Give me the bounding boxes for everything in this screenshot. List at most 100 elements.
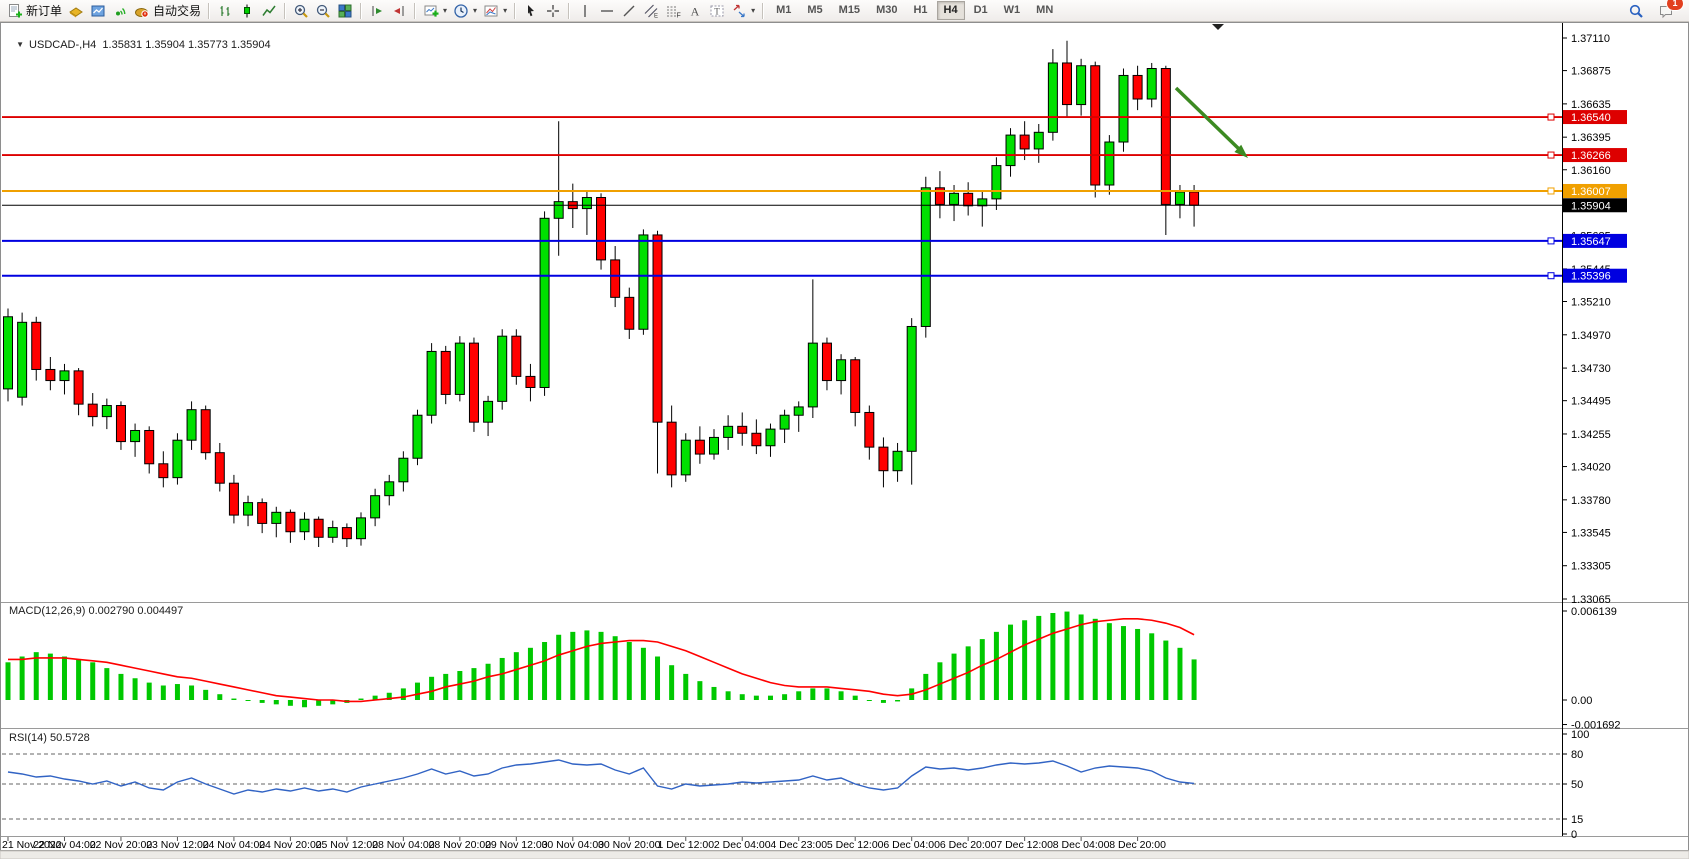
level-handle[interactable]	[1547, 272, 1555, 280]
timeframe-button-mn[interactable]: MN	[1036, 4, 1054, 16]
data-window-button[interactable]	[87, 1, 109, 21]
macd-histogram-bar	[683, 673, 689, 700]
bull-candle	[497, 335, 508, 402]
macd-histogram-bar	[19, 656, 25, 700]
market-watch-button[interactable]	[65, 1, 87, 21]
timeframe-button-m15[interactable]: M15	[838, 4, 861, 16]
timeframe-button-m1[interactable]: M1	[776, 4, 792, 16]
signals-button[interactable]	[109, 1, 131, 21]
macd-histogram-bar	[810, 688, 816, 700]
bear-candle	[341, 527, 352, 540]
dropdown-caret-icon[interactable]: ▾	[751, 6, 756, 15]
toolbar-right-group: 1	[1625, 0, 1685, 21]
periods-button[interactable]: ▾	[450, 1, 480, 21]
zoom-out-button[interactable]	[312, 1, 334, 21]
bear-candle	[1132, 74, 1143, 100]
equidistant-channel-button[interactable]: E	[640, 1, 662, 21]
vertical-line-button[interactable]	[574, 1, 596, 21]
price-tick-label: 1.33780	[1571, 495, 1611, 507]
text-label-button[interactable]: T	[706, 1, 728, 21]
text-button[interactable]: A	[684, 1, 706, 21]
level-handle[interactable]	[1547, 187, 1555, 195]
bull-candle	[59, 370, 70, 382]
bull-candle	[356, 517, 366, 540]
macd-histogram-bar	[655, 656, 661, 700]
auto-scroll-button[interactable]	[366, 1, 388, 21]
macd-histogram-bar	[231, 698, 237, 700]
bull-candle	[1047, 62, 1058, 133]
timeframe-button-m30[interactable]: M30	[876, 4, 898, 16]
rsi-axis-label: 0	[1571, 829, 1577, 841]
dropdown-caret-icon[interactable]: ▾	[503, 6, 508, 15]
bull-candle	[991, 165, 1002, 200]
level-handle[interactable]	[1547, 151, 1555, 159]
autotrading-button[interactable]: 自动交易	[131, 1, 204, 21]
time-axis-label: 21 Nov 2022	[2, 839, 62, 851]
arrows-button[interactable]: ▾	[728, 1, 758, 21]
macd-histogram-bar	[1163, 640, 1169, 700]
timeframe-button-m5[interactable]: M5	[807, 4, 823, 16]
level-handle[interactable]	[1547, 237, 1555, 245]
zoom-in-button[interactable]	[290, 1, 312, 21]
chat-button[interactable]: 1	[1655, 0, 1684, 21]
new-chart-button[interactable]: ▾	[420, 1, 450, 21]
macd-axis-label: -0.001692	[1571, 720, 1621, 732]
bull-candle	[17, 321, 28, 398]
bear-candle	[610, 259, 621, 298]
templates-button[interactable]: ▾	[480, 1, 510, 21]
macd-histogram-bar	[146, 682, 152, 700]
bear-candle	[821, 342, 832, 382]
time-axis-label: 30 Nov 20:00	[598, 839, 661, 851]
bull-candle	[3, 316, 13, 390]
price-tick-label: 1.33065	[1571, 594, 1611, 606]
chart-plot-area[interactable]	[2, 24, 1562, 603]
bull-candle	[765, 428, 776, 447]
timeframe-button-d1[interactable]: D1	[973, 4, 988, 16]
trend-arrow-line[interactable]	[1174, 86, 1241, 151]
bull-candle	[172, 439, 183, 479]
dropdown-caret-icon[interactable]: ▾	[443, 6, 448, 15]
bar-chart-button[interactable]	[214, 1, 236, 21]
dropdown-caret-icon[interactable]: ▾	[473, 6, 478, 15]
zoom-in-icon	[294, 4, 308, 18]
macd-histogram-bar	[697, 681, 703, 700]
price-tick-label: 1.33305	[1571, 561, 1611, 573]
bear-candle	[45, 368, 56, 382]
toolbar-separator	[414, 2, 417, 19]
search-button[interactable]	[1625, 1, 1647, 21]
macd-histogram-bar	[1177, 647, 1183, 700]
candlestick-chart-button[interactable]	[236, 1, 258, 21]
bull-candle	[186, 409, 197, 441]
price-badge-1.35396	[1563, 268, 1627, 283]
timeframe-button-h1[interactable]: H1	[913, 4, 928, 16]
bull-candle	[793, 406, 804, 416]
chart-menu-icon[interactable]: ▼	[16, 40, 25, 49]
macd-histogram-bar	[542, 642, 548, 700]
macd-histogram-bar	[457, 671, 463, 700]
time-axis-label: 8 Dec 20:00	[1109, 839, 1166, 851]
cursor-button[interactable]	[520, 1, 542, 21]
bull-candle	[977, 198, 988, 207]
horizontal-line-button[interactable]	[596, 1, 618, 21]
price-tick-label: 1.34495	[1571, 396, 1611, 408]
horizontal-line-icon	[601, 9, 614, 12]
chart-shift-marker[interactable]	[1212, 24, 1224, 30]
crosshair-button[interactable]	[542, 1, 564, 21]
line-chart-button[interactable]	[258, 1, 280, 21]
timeframe-button-w1[interactable]: W1	[1003, 4, 1021, 16]
timeframe-button-h4[interactable]: H4	[936, 1, 965, 20]
fibonacci-button[interactable]: F	[662, 1, 684, 21]
tile-windows-button[interactable]	[334, 1, 356, 21]
macd-histogram-bar	[160, 685, 166, 700]
bull-candle	[1104, 141, 1115, 186]
new-order-button[interactable]: 新订单	[4, 1, 65, 21]
autotrading-button-label: 自动交易	[153, 4, 202, 18]
bull-candle	[709, 436, 719, 455]
level-handle[interactable]	[1547, 113, 1555, 121]
chart-shift-button[interactable]	[388, 1, 410, 21]
periods-icon	[454, 3, 468, 18]
macd-histogram-bar	[302, 700, 308, 708]
price-badge-1.35904	[1563, 198, 1627, 213]
trendline-button[interactable]	[618, 1, 640, 21]
price-badge-label: 1.35647	[1571, 236, 1611, 248]
